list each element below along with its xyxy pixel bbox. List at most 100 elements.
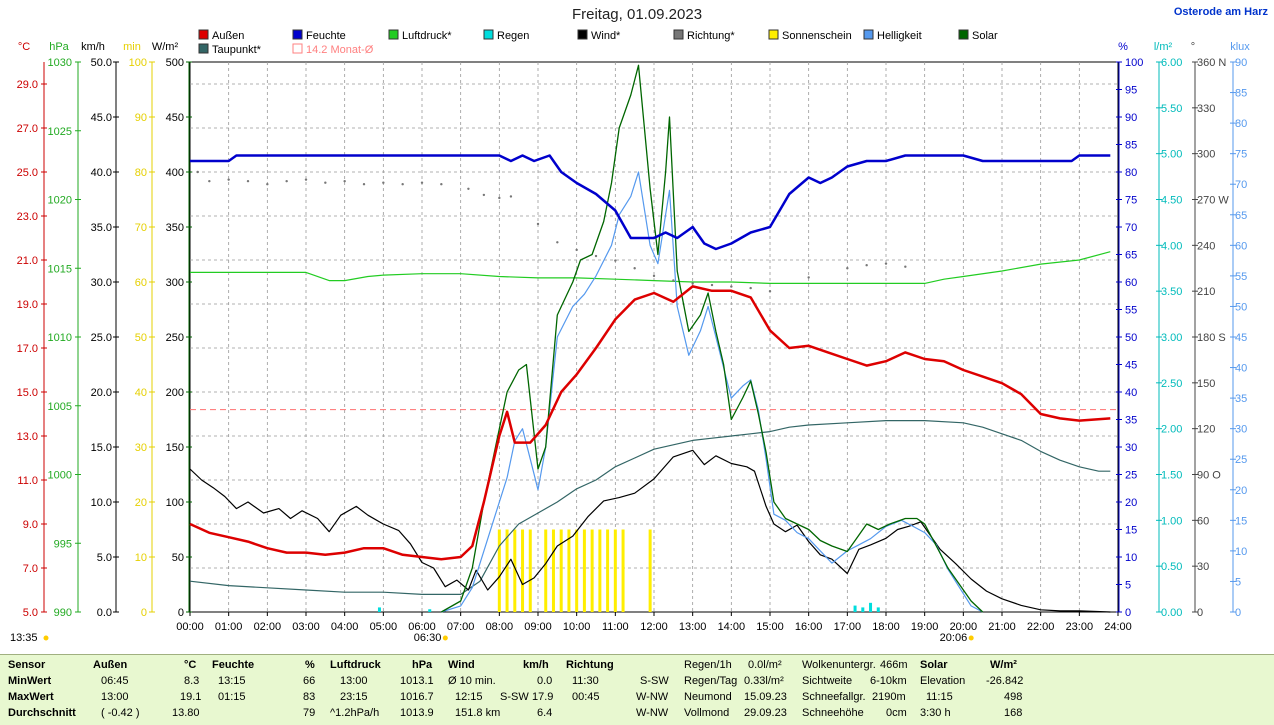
x-tick-label: 06:00 [408,621,436,633]
direction-tick-label: 360 N [1197,57,1226,69]
luftdruck-min: 1013.1 [400,675,434,687]
direction-point [246,179,250,183]
solar-tick-label: 450 [166,112,184,124]
legend-label: Richtung* [687,30,735,42]
x-tick-label: 02:00 [254,621,282,633]
lux-tick-label: 75 [1235,149,1247,161]
feuchte-max: 83 [303,691,316,703]
legend-label: Solar [972,30,998,42]
legend-label: Regen [497,30,529,42]
rain-tick-label: 1.00 [1161,515,1182,527]
direction-point [614,259,617,262]
feuchte-avg: 79 [303,707,316,719]
solar-tick-label: 50 [172,552,184,564]
x-tick-label: 24:00 [1104,621,1132,633]
humidity-tick-label: 20 [1125,497,1137,509]
sunshine-bar [544,529,548,612]
pressure-tick-label: 1010 [48,332,72,344]
legend-label: Luftdruck* [402,30,452,42]
direction-point [420,181,424,184]
pressure-tick-label: 1000 [48,470,72,482]
lux-tick-label: 25 [1235,454,1247,466]
luftdruck-avg-note: ^1.2hPa/h [330,707,380,719]
rain-tick-label: 1.50 [1161,470,1182,482]
wind-tick-label: 30.0 [91,277,112,289]
direction-tick-label: 300 [1197,149,1215,161]
feuchte-min-time: 13:15 [218,675,246,687]
row-label-avg: Durchschnitt [8,707,76,719]
station-name[interactable]: Osterode am Harz [1173,6,1268,18]
rain-bar [861,607,865,612]
humidity-tick-label: 25 [1125,470,1137,482]
clock-sun-icon [43,635,49,641]
temp-tick-label: 9.0 [23,519,38,531]
rain-tick-label: 5.00 [1161,149,1182,161]
direction-point [482,193,486,197]
direction-point [509,195,513,198]
direction-point [362,183,366,186]
legend-swatch [198,43,209,54]
direction-point [672,279,675,282]
direction-tick-label: 270 W [1197,195,1229,207]
x-tick-label: 00:00 [176,621,204,633]
chart-axes: 29.0 27.0 25.0 23.0 21.0 19.0 17.0 15.0 13.0 11.0… [17,41,1251,619]
x-tick-label: 11:00 [602,621,629,633]
legend-label: Feuchte [306,30,346,42]
lux-tick-label: 50 [1235,301,1247,313]
series-line-luftdruck [190,251,1111,284]
solar-tick-label: 500 [166,57,184,69]
direction-tick-label: 150 [1197,378,1215,390]
aussen-max-time: 13:00 [101,691,129,703]
regen-tag-value: 0.33l/m² [744,675,784,687]
direction-point [343,179,346,183]
aussen-header: Außen [93,659,128,671]
direction-point [768,289,772,293]
wind-tick-label: 10.0 [91,497,112,509]
temp-tick-label: 25.0 [17,167,38,179]
direction-point [401,183,404,186]
solar-tick-label: 150 [166,442,184,454]
luftdruck-min-time: 13:00 [340,675,368,687]
aussen-unit: °C [184,659,197,671]
luftdruck-header: Luftdruck [330,659,381,671]
lux-tick-label: 0 [1235,607,1241,619]
legend-swatch [292,29,303,40]
direction-point [324,181,327,184]
wind-max-dir: S-SW [500,691,529,703]
sun-tick-label: 100 [129,57,147,69]
pressure-unit: hPa [49,41,69,53]
solar-avg: 168 [1004,707,1023,719]
chart-series [189,64,1118,613]
wolken-label: Wolkenuntergr. [802,659,876,671]
temp-tick-label: 5.0 [23,607,38,619]
direction-point [467,187,470,191]
legend-swatch [483,29,494,40]
statistics-panel: Sensor MinWert MaxWert Durchschnitt Auße… [0,654,1274,725]
humidity-tick-label: 85 [1125,140,1137,152]
sunshine-bar [613,529,617,612]
wind-tick-label: 50.0 [91,57,112,69]
humidity-tick-label: 95 [1125,85,1137,97]
x-tick-label: 23:00 [1066,621,1094,633]
aussen-min-time: 06:45 [101,675,129,687]
wind-unit: km/h [81,41,105,53]
x-tick-label: 20:00 [950,621,978,633]
series-line-feuchte [190,154,1111,251]
legend-label: Wind* [591,30,621,42]
temp-tick-label: 17.0 [17,343,38,355]
regen-1h-value: 0.0l/m² [748,659,782,671]
x-tick-label: 04:00 [331,621,359,633]
solar-unit: W/m² [990,659,1017,671]
x-tick-label: 03:00 [292,621,320,633]
sunset-icon [968,635,974,641]
sun-tick-label: 0 [141,607,147,619]
sunshine-bar [513,529,517,612]
temp-tick-label: 15.0 [17,387,38,399]
wind-tick-label: 25.0 [91,332,112,344]
direction-point [382,181,385,184]
rain-tick-label: 3.50 [1161,286,1182,298]
x-tick-label: 21:00 [988,621,1016,633]
rain-bar [428,609,432,612]
sunshine-bar [606,529,610,612]
humidity-tick-label: 50 [1125,332,1137,344]
